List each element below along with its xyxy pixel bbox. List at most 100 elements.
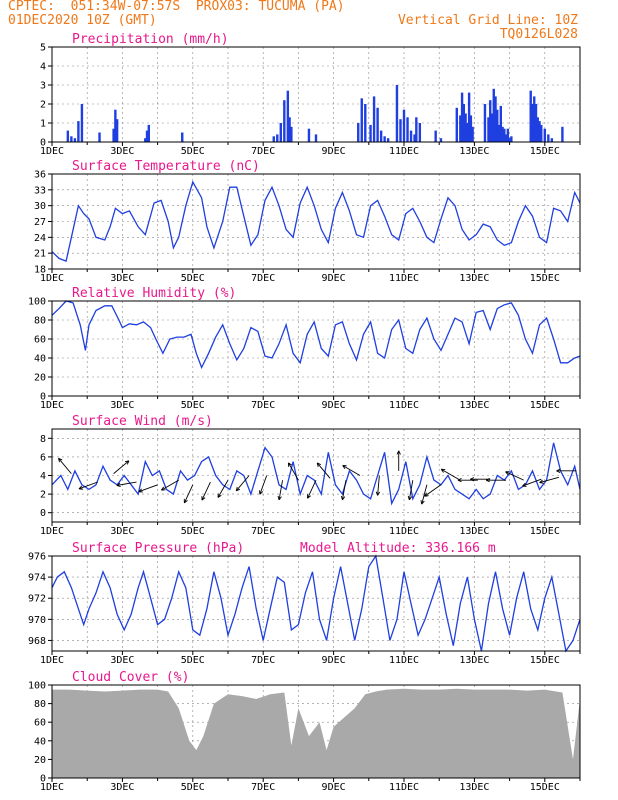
wind-panel: 0 2 4 6 8 1DEC 3DEC 5DEC 7DEC 9DEC 11DEC 13DEC 15DEC… <box>40 414 581 537</box>
precip-bar <box>286 90 290 142</box>
wind-vector <box>78 481 98 490</box>
precip-bar <box>497 124 501 142</box>
precip-bar <box>77 121 80 142</box>
x-tick-label: 11DEC <box>389 273 419 284</box>
x-tick-label: 3DEC <box>110 655 134 666</box>
temperature-panel: 18 21 24 27 30 33 36 1DEC 3DEC 5DEC 7DEC 9DEC 11DEC 1… <box>34 159 581 284</box>
precip-bar <box>399 119 402 142</box>
precip-bar <box>510 136 513 142</box>
y-tick-label: 80 <box>34 316 46 327</box>
x-tick-label: 5DEC <box>181 273 205 284</box>
x-tick-label: 3DEC <box>110 400 134 411</box>
y-tick-label: 100 <box>28 297 46 308</box>
x-tick-label: 3DEC <box>110 782 134 793</box>
y-tick-label: 968 <box>28 636 46 647</box>
precip-bar <box>279 123 282 142</box>
x-tick-label: 15DEC <box>530 273 560 284</box>
model-altitude-note: Model Altitude: 336.166 m <box>300 541 496 556</box>
precip-bar <box>506 128 510 142</box>
y-tick-label: 21 <box>34 249 46 260</box>
run-date: 01DEC2020 10Z (GMT) <box>8 13 157 28</box>
y-tick-label: 80 <box>34 699 46 710</box>
precip-bar <box>314 134 318 142</box>
x-tick-label: 9DEC <box>322 400 346 411</box>
precip-bar <box>561 126 564 142</box>
wind-title: Surface Wind (m/s) <box>72 414 213 429</box>
x-tick-label: 9DEC <box>322 526 346 537</box>
x-tick-label: 5DEC <box>181 400 205 411</box>
x-tick-label: 3DEC <box>110 526 134 537</box>
y-tick-label: 24 <box>34 233 46 244</box>
station-header: CPTEC: 051:34W-07:57S PROX03: TUCUMA (PA… <box>8 0 345 14</box>
y-tick-label: 974 <box>28 573 46 584</box>
pressure-panel: 968 970 972 974 976 1DEC 3DEC 5DEC 7DEC 9DEC 11DEC… <box>28 541 581 666</box>
x-tick-label: 13DEC <box>459 273 489 284</box>
wind-vector <box>470 477 491 482</box>
precip-bar <box>494 96 497 142</box>
wind-vector <box>113 460 130 474</box>
precip-bar <box>418 123 422 142</box>
precip-bar <box>70 136 73 142</box>
y-tick-label: 5 <box>40 43 46 54</box>
precip-bar <box>144 138 147 142</box>
x-tick-label: 13DEC <box>459 782 489 793</box>
wind-vector <box>424 484 442 497</box>
precip-bar <box>531 104 534 142</box>
x-tick-label: 1DEC <box>40 782 64 793</box>
precip-bar <box>503 128 506 142</box>
y-tick-label: 30 <box>34 201 46 212</box>
cloud-frame <box>51 684 581 779</box>
precip-bar <box>413 134 416 142</box>
wind-vector <box>440 468 459 480</box>
precip-bar <box>547 134 550 142</box>
precip-bar <box>543 128 546 142</box>
wind-vector <box>138 484 158 493</box>
x-tick-label: 5DEC <box>181 782 205 793</box>
humidity-title: Relative Humidity (%) <box>72 286 236 301</box>
humidity-line <box>51 300 581 370</box>
precip-bar <box>459 115 462 142</box>
precip-bar <box>112 128 115 142</box>
wind-vector <box>539 476 559 484</box>
wind-vector <box>375 475 381 496</box>
y-tick-label: 6 <box>40 452 46 463</box>
x-tick-label: 7DEC <box>251 782 275 793</box>
temperature-frame <box>51 173 581 270</box>
precip-bar <box>73 138 77 142</box>
y-tick-label: 0 <box>40 138 46 149</box>
wind-vector <box>340 480 347 501</box>
y-tick-label: 976 <box>28 552 46 563</box>
precip-bar <box>383 136 386 142</box>
vertical-grid-note: Vertical Grid Line: 10Z <box>397 13 578 28</box>
precip-bar <box>504 134 508 142</box>
humidity-frame <box>51 300 581 397</box>
precip-bar <box>369 124 372 142</box>
precip-bar <box>460 92 464 142</box>
wind-vector <box>116 481 137 488</box>
humidity-panel: 0 20 40 60 80 100 1DEC 3DEC 5DEC 7DEC 9DEC 11DEC 13D… <box>28 286 581 411</box>
y-tick-label: 972 <box>28 594 46 605</box>
precip-bar <box>550 138 554 142</box>
precip-bar <box>466 123 469 142</box>
precip-bar <box>290 126 293 142</box>
precip-bar <box>386 138 390 142</box>
cloud-panel: 0 20 40 60 80 100 1DEC 3DEC 5DEC 7DEC 9DEC 11DEC 13D… <box>28 670 581 793</box>
precip-bar <box>534 104 538 142</box>
x-tick-label: 5DEC <box>181 146 205 157</box>
x-tick-label: 13DEC <box>459 400 489 411</box>
wind-vector <box>58 457 72 474</box>
precip-bar <box>376 107 379 142</box>
precip-bar <box>276 134 279 142</box>
y-tick-label: 40 <box>34 354 46 365</box>
precip-bar <box>538 121 541 142</box>
precip-bar <box>540 124 543 142</box>
precip-bar <box>499 105 502 142</box>
precip-bar <box>402 109 406 142</box>
precip-bar <box>469 115 473 142</box>
x-tick-label: 3DEC <box>110 146 134 157</box>
y-tick-label: 60 <box>34 718 46 729</box>
precip-bar <box>307 128 311 142</box>
precip-bar <box>490 113 494 142</box>
wind-frame <box>51 428 581 523</box>
